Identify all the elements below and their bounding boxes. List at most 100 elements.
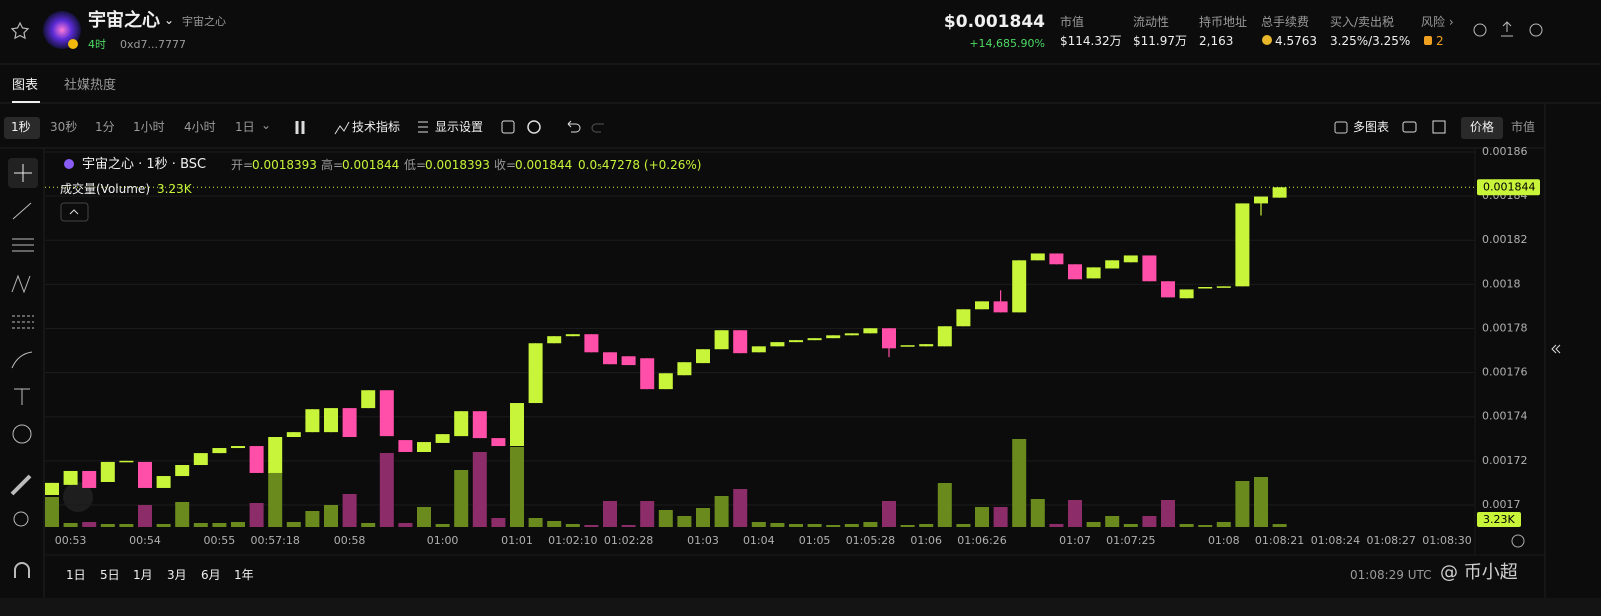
range[interactable]: 1年 — [234, 568, 254, 582]
price-badge — [1477, 179, 1540, 196]
candle-body — [603, 352, 617, 365]
candle-body — [1012, 260, 1027, 313]
volume-bar — [1272, 524, 1287, 527]
candle-body — [212, 448, 227, 454]
settings-icon[interactable] — [527, 120, 541, 134]
y-tick-label: 0.00178 — [1482, 321, 1528, 334]
volume-bar — [993, 507, 1008, 527]
candle-body — [249, 446, 264, 473]
volume-bar — [714, 496, 729, 527]
replay-icon[interactable] — [501, 120, 515, 134]
interval[interactable]: 1分 — [95, 120, 115, 134]
measure-tool[interactable] — [10, 474, 32, 496]
text-tool[interactable] — [14, 388, 30, 405]
volume-bar — [975, 507, 989, 527]
screenshot-icon[interactable] — [1402, 121, 1417, 133]
interval[interactable]: 1日 — [235, 120, 255, 134]
interval-dropdown[interactable]: ⌄ — [261, 118, 272, 132]
volume-bar — [417, 507, 431, 527]
interval[interactable]: 1小时 — [133, 120, 165, 134]
volume-bar — [882, 501, 896, 527]
candle-body — [751, 346, 766, 353]
share-icon[interactable] — [1501, 21, 1513, 37]
interval[interactable]: 1秒 — [11, 120, 31, 134]
pattern-tool[interactable] — [11, 274, 31, 294]
fullscreen-icon[interactable] — [1432, 120, 1446, 134]
favorite-icon[interactable] — [10, 21, 30, 40]
candle-type-icon[interactable] — [295, 121, 305, 134]
range[interactable]: 5日 — [100, 568, 120, 582]
mode-price[interactable]: 价格 — [1470, 120, 1495, 134]
interval[interactable]: 30秒 — [50, 120, 78, 134]
candle-body — [1030, 253, 1045, 261]
volume-bar — [212, 523, 227, 527]
collapse-icon[interactable] — [69, 209, 79, 215]
range[interactable]: 1日 — [66, 568, 86, 582]
emoji-tool[interactable] — [12, 424, 32, 444]
legend-label: 收= — [494, 158, 517, 172]
volume-title: 成交量(Volume) — [60, 182, 150, 196]
volume-bar — [249, 503, 264, 527]
range[interactable]: 1月 — [133, 568, 153, 582]
x-tick-label: 01:02:10 — [548, 534, 597, 547]
x-tick-label: 01:06 — [910, 534, 942, 547]
y-tick-label: 0.00186 — [1482, 145, 1528, 158]
candle-body — [863, 328, 878, 334]
volume-bar — [193, 523, 208, 527]
volume-bar — [63, 523, 78, 527]
legend-value: 0.001844 — [342, 158, 400, 172]
legend-label: 低= — [404, 158, 427, 172]
stat-value: 4.5763 — [1275, 34, 1317, 48]
stat-value: $114.32万 — [1060, 34, 1122, 48]
display-button[interactable]: 显示设置 — [435, 120, 484, 134]
indicator-icon[interactable] — [334, 121, 350, 135]
volume-bar — [138, 505, 152, 527]
multi-chart[interactable]: 多图表 — [1353, 120, 1390, 134]
brush-tool[interactable] — [11, 351, 33, 369]
candle-body — [1254, 196, 1268, 204]
volume-bar — [1161, 500, 1175, 527]
candle-body — [156, 476, 171, 488]
mode-mcap[interactable]: 市值 — [1511, 120, 1536, 134]
redo-icon[interactable] — [591, 123, 604, 133]
candle-body — [547, 336, 562, 344]
expand-panel[interactable] — [1551, 344, 1561, 354]
stat-label[interactable]: 风险 › — [1421, 15, 1454, 29]
volume-bar — [435, 524, 450, 527]
candle-body — [584, 334, 599, 353]
legend-icon — [64, 159, 74, 169]
prediction-tool[interactable] — [12, 315, 34, 329]
interval[interactable]: 4小时 — [184, 120, 216, 134]
fib-tool[interactable] — [12, 238, 34, 252]
candle-body — [770, 342, 785, 347]
stat-label: 流动性 — [1133, 15, 1170, 29]
tab[interactable]: 图表 — [12, 78, 39, 93]
range[interactable]: 6月 — [201, 568, 221, 582]
trendline-tool[interactable] — [12, 202, 32, 220]
undo-icon[interactable] — [567, 120, 581, 133]
candle-body — [231, 446, 245, 449]
multi-chart-checkbox[interactable] — [1334, 121, 1348, 134]
axis-settings[interactable] — [1511, 534, 1525, 548]
x-tick-label: 01:08:21 — [1255, 534, 1304, 547]
tab[interactable]: 社媒热度 — [64, 78, 117, 93]
x-tick-label: 01:04 — [743, 534, 775, 547]
alert-icon[interactable] — [1473, 23, 1487, 37]
display-icon[interactable] — [418, 121, 428, 133]
token-address[interactable]: 0xd7...7777 — [120, 38, 186, 51]
y-tick-label: 0.00174 — [1482, 410, 1528, 423]
magnet-tool[interactable] — [14, 562, 30, 578]
settings-icon[interactable] — [1529, 23, 1543, 37]
collapse-button[interactable] — [60, 202, 89, 222]
x-tick-label: 01:06:26 — [957, 534, 1006, 547]
range[interactable]: 3月 — [167, 568, 187, 582]
indicators-button[interactable]: 技术指标 — [352, 120, 401, 134]
zoom-tool[interactable] — [13, 511, 29, 527]
candle-body — [937, 326, 952, 347]
x-tick-label: 01:01 — [501, 534, 533, 547]
crosshair-tool[interactable] — [14, 164, 32, 182]
x-tick-label: 01:05 — [799, 534, 831, 547]
dropdown[interactable]: ⌄ — [164, 13, 175, 27]
candle-body — [342, 408, 357, 437]
